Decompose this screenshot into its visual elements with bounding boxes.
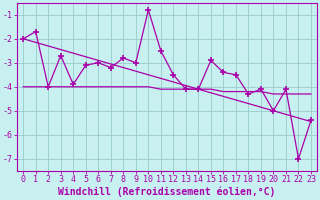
X-axis label: Windchill (Refroidissement éolien,°C): Windchill (Refroidissement éolien,°C) xyxy=(58,187,276,197)
